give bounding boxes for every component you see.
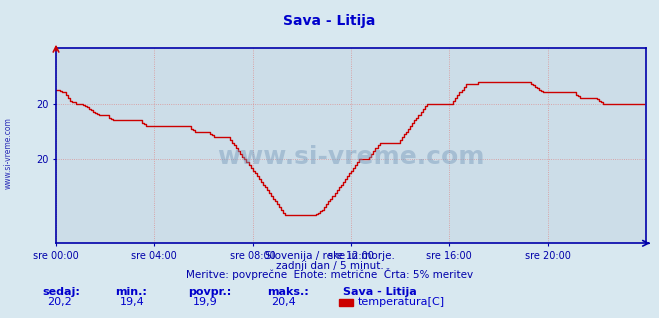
Text: maks.:: maks.: [267, 287, 308, 297]
Text: 19,9: 19,9 [192, 297, 217, 307]
Text: Slovenija / reke in morje.: Slovenija / reke in morje. [264, 251, 395, 261]
Text: min.:: min.: [115, 287, 147, 297]
Text: www.si-vreme.com: www.si-vreme.com [3, 117, 13, 189]
Text: Meritve: povprečne  Enote: metrične  Črta: 5% meritev: Meritve: povprečne Enote: metrične Črta:… [186, 268, 473, 280]
Text: www.si-vreme.com: www.si-vreme.com [217, 145, 484, 169]
Text: 20,2: 20,2 [47, 297, 72, 307]
Text: Sava - Litija: Sava - Litija [283, 14, 376, 28]
Text: zadnji dan / 5 minut.: zadnji dan / 5 minut. [275, 261, 384, 271]
Text: povpr.:: povpr.: [188, 287, 231, 297]
Text: 20,4: 20,4 [272, 297, 297, 307]
Text: 19,4: 19,4 [120, 297, 145, 307]
Text: sedaj:: sedaj: [43, 287, 80, 297]
Text: Sava - Litija: Sava - Litija [343, 287, 416, 297]
Text: temperatura[C]: temperatura[C] [358, 297, 445, 307]
